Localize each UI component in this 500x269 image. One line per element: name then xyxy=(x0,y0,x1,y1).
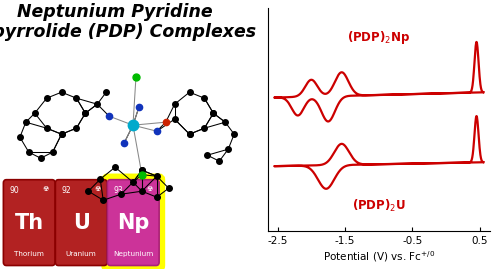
Text: Uranium: Uranium xyxy=(66,252,96,257)
FancyBboxPatch shape xyxy=(56,180,107,266)
Text: ☢: ☢ xyxy=(42,186,49,192)
Text: 93: 93 xyxy=(114,186,124,194)
Text: 92: 92 xyxy=(62,186,71,194)
Text: Th: Th xyxy=(14,213,44,233)
Text: Thorium: Thorium xyxy=(14,252,44,257)
Text: Neptunium: Neptunium xyxy=(113,252,154,257)
X-axis label: Potential (V) vs. Fc$^{+/0}$: Potential (V) vs. Fc$^{+/0}$ xyxy=(322,249,435,264)
FancyBboxPatch shape xyxy=(4,180,55,266)
Text: ☢: ☢ xyxy=(94,186,101,192)
FancyBboxPatch shape xyxy=(105,177,162,268)
Text: ☢: ☢ xyxy=(146,186,153,192)
Text: 90: 90 xyxy=(10,186,20,194)
Text: (PDP)$_2$Np: (PDP)$_2$Np xyxy=(347,29,410,46)
Text: U: U xyxy=(73,213,90,233)
FancyBboxPatch shape xyxy=(108,180,159,266)
Text: (PDP)$_2$U: (PDP)$_2$U xyxy=(352,198,406,214)
Text: Np: Np xyxy=(117,213,150,233)
Text: Neptunium Pyridine
Dipyrrolide (PDP) Complexes: Neptunium Pyridine Dipyrrolide (PDP) Com… xyxy=(0,3,256,41)
